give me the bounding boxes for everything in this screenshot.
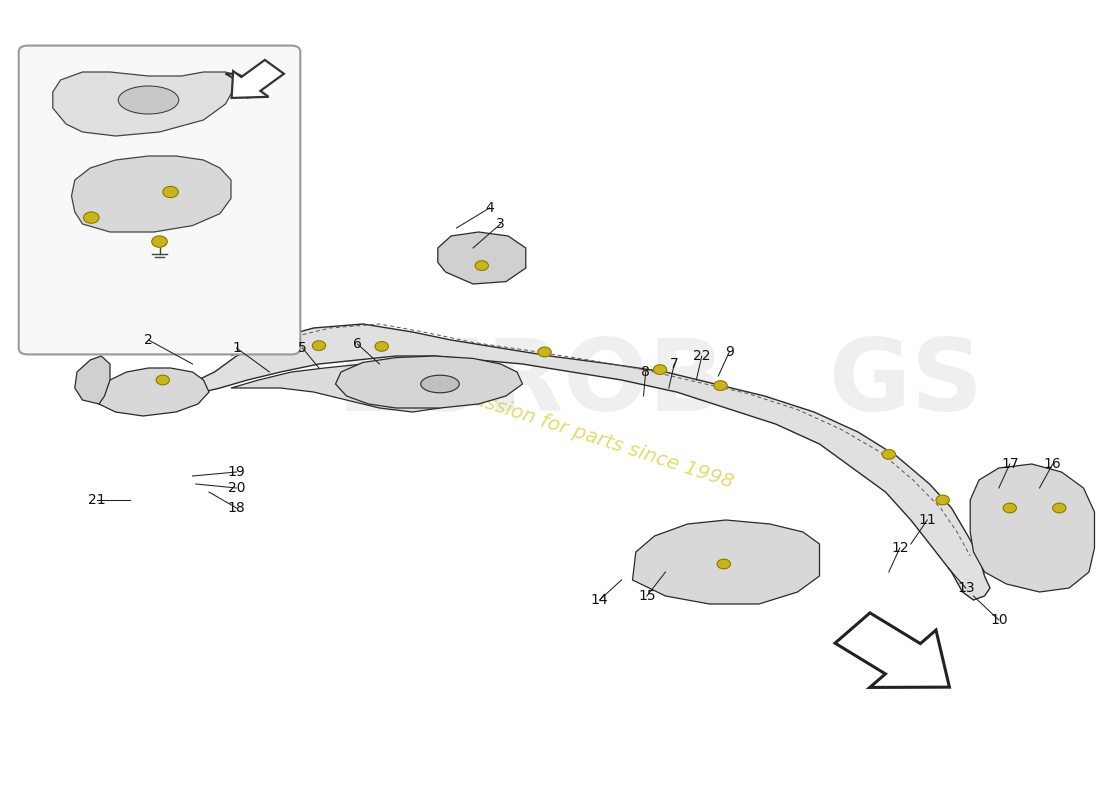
Text: 11: 11 [918, 513, 936, 527]
Circle shape [375, 342, 388, 351]
Polygon shape [632, 520, 820, 604]
Text: 10: 10 [990, 613, 1008, 627]
Text: 16: 16 [1044, 457, 1061, 471]
Text: 21: 21 [88, 493, 106, 507]
Text: a passion for parts since 1998: a passion for parts since 1998 [441, 380, 736, 492]
Polygon shape [438, 232, 526, 284]
Polygon shape [72, 156, 231, 232]
Circle shape [84, 212, 99, 223]
Circle shape [312, 341, 326, 350]
Text: 14: 14 [591, 593, 608, 607]
Circle shape [152, 236, 167, 247]
Text: 13: 13 [957, 581, 975, 595]
Text: 22: 22 [693, 349, 711, 363]
Polygon shape [192, 324, 990, 600]
Text: 19: 19 [228, 465, 245, 479]
Text: 9: 9 [725, 345, 734, 359]
Circle shape [156, 375, 169, 385]
Text: 3: 3 [496, 217, 505, 231]
Circle shape [1003, 503, 1016, 513]
Circle shape [653, 365, 667, 374]
Circle shape [1053, 503, 1066, 513]
Text: 7: 7 [670, 357, 679, 371]
Polygon shape [53, 72, 236, 136]
Circle shape [882, 450, 895, 459]
Polygon shape [232, 60, 284, 98]
Polygon shape [336, 356, 522, 408]
Ellipse shape [119, 86, 178, 114]
Text: 2: 2 [144, 333, 153, 347]
Text: 4: 4 [485, 201, 494, 215]
Polygon shape [75, 356, 110, 404]
Polygon shape [99, 368, 209, 416]
Text: 12: 12 [891, 541, 909, 555]
Text: 1: 1 [232, 341, 241, 355]
FancyBboxPatch shape [19, 46, 300, 354]
Circle shape [163, 186, 178, 198]
Polygon shape [231, 364, 462, 412]
Polygon shape [970, 464, 1094, 592]
Text: 20: 20 [228, 481, 245, 495]
Circle shape [475, 261, 488, 270]
Text: 18: 18 [228, 501, 245, 515]
Text: 5: 5 [298, 341, 307, 355]
Text: 17: 17 [1001, 457, 1019, 471]
Text: 8: 8 [641, 365, 650, 379]
Text: EUROB   GS: EUROB GS [337, 335, 983, 433]
Ellipse shape [420, 375, 460, 393]
Polygon shape [835, 613, 949, 687]
Circle shape [717, 559, 730, 569]
Circle shape [936, 495, 949, 505]
Circle shape [538, 347, 551, 357]
Circle shape [714, 381, 727, 390]
Text: 6: 6 [353, 337, 362, 351]
Text: 15: 15 [638, 589, 656, 603]
